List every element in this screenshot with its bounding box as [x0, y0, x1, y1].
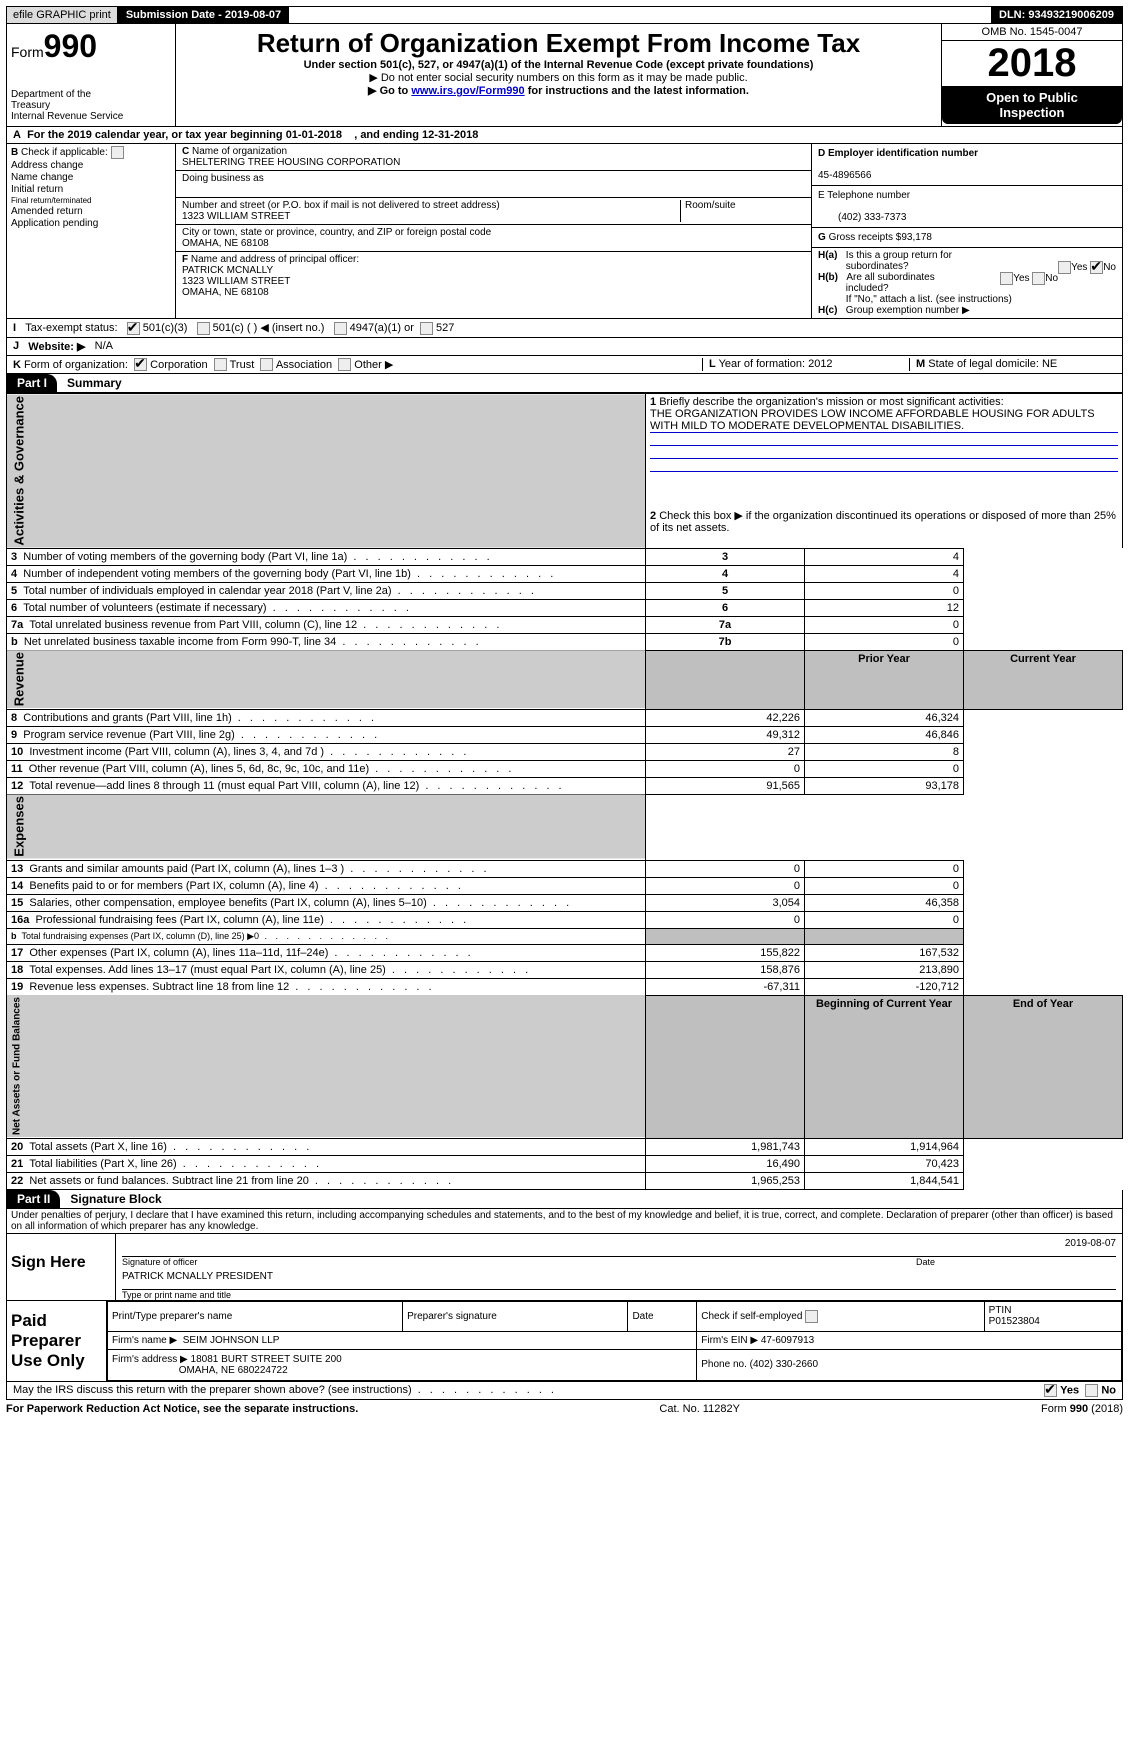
- paid-preparer: Paid Preparer Use Only Print/Type prepar…: [6, 1301, 1123, 1382]
- col-d: D Employer identification number45-48965…: [811, 144, 1122, 318]
- vtab-governance: Activities & Governance: [7, 394, 646, 549]
- open-inspection: Open to PublicInspection: [942, 86, 1122, 124]
- dln: DLN: 93493219006209: [991, 7, 1122, 23]
- part1-header: Part ISummary: [6, 374, 1123, 393]
- col-b: B Check if applicable: Address change Na…: [7, 144, 176, 318]
- dept: Department of theTreasuryInternal Revenu…: [11, 89, 171, 122]
- instr-2: ▶ Go to www.irs.gov/Form990 for instruct…: [186, 84, 931, 97]
- part2-header: Part IISignature Block: [6, 1190, 1123, 1209]
- summary-table: Activities & Governance 1 Briefly descri…: [6, 393, 1123, 1189]
- form-title: Return of Organization Exempt From Incom…: [186, 28, 931, 59]
- row-klm: K Form of organization: Corporation Trus…: [6, 356, 1123, 375]
- irs-link[interactable]: www.irs.gov/Form990: [411, 85, 524, 97]
- vtab-netassets: Net Assets or Fund Balances: [7, 995, 646, 1138]
- efile-label: efile GRAPHIC print: [7, 7, 118, 23]
- block-bcd: B Check if applicable: Address change Na…: [6, 144, 1123, 319]
- discuss-row: May the IRS discuss this return with the…: [6, 1382, 1123, 1400]
- submission-date: Submission Date - 2019-08-07: [118, 7, 289, 23]
- col-c: C Name of organizationSHELTERING TREE HO…: [176, 144, 811, 318]
- vtab-revenue: Revenue: [7, 650, 646, 709]
- perjury: Under penalties of perjury, I declare th…: [6, 1209, 1123, 1234]
- top-bar: efile GRAPHIC print Submission Date - 20…: [6, 6, 1123, 24]
- form-number: Form990: [11, 28, 171, 65]
- instr-1: ▶ Do not enter social security numbers o…: [186, 71, 931, 84]
- row-i: I Tax-exempt status: 501(c)(3) 501(c) ( …: [6, 319, 1123, 338]
- omb: OMB No. 1545-0047: [942, 24, 1122, 41]
- footer: For Paperwork Reduction Act Notice, see …: [6, 1400, 1123, 1418]
- tax-year: 2018: [942, 41, 1122, 86]
- vtab-expenses: Expenses: [7, 794, 646, 860]
- row-j: J Website: ▶ N/A: [6, 338, 1123, 356]
- row-a: A For the 2019 calendar year, or tax yea…: [6, 127, 1123, 144]
- subtitle: Under section 501(c), 527, or 4947(a)(1)…: [186, 59, 931, 71]
- form-header: Form990 Department of theTreasuryInterna…: [6, 24, 1123, 127]
- sign-block: Sign Here 2019-08-07 Signature of office…: [6, 1234, 1123, 1301]
